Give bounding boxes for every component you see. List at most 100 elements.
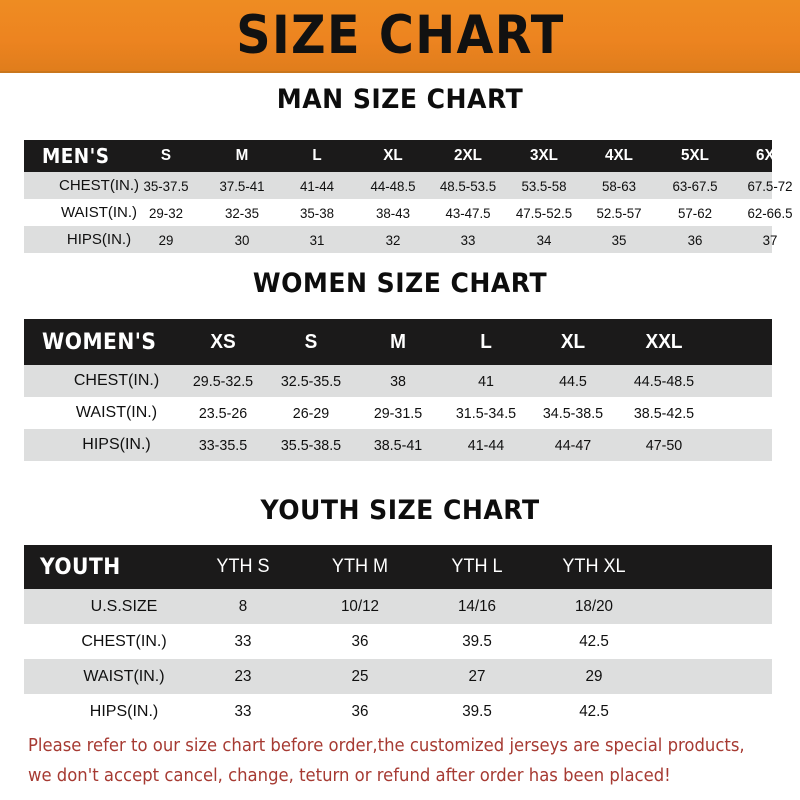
- table-cell: 41-44: [467, 436, 504, 454]
- table-cell: 31: [309, 231, 325, 248]
- men-column-header-3xl: 3XL: [529, 147, 558, 164]
- youth-column-header-yth-m: YTH M: [331, 556, 389, 577]
- order-disclaimer: Please refer to our size chart before or…: [28, 731, 745, 791]
- table-cell: 38: [390, 372, 406, 390]
- table-row: HIPS(IN.) 33 36 39.5 42.5: [24, 694, 772, 729]
- table-cell: 52.5-57: [596, 204, 642, 221]
- table-cell: 32-35: [224, 204, 259, 221]
- table-cell: 23: [234, 667, 252, 685]
- table-cell: 63-67.5: [671, 177, 718, 194]
- table-cell: 53.5-58: [520, 177, 567, 194]
- women-size-table: WOMEN'S XS S M L XL XXL CHEST(IN.) 29.5-32.5 32.5…: [24, 319, 772, 461]
- table-row: CHEST(IN.) 35-37.5 37.5-41 41-44 44-48.5 48.5…: [24, 172, 793, 199]
- table-cell: 42.5: [579, 632, 609, 650]
- youth-section-title: YOUTH SIZE CHART: [260, 495, 540, 526]
- table-cell: 29-32: [148, 204, 184, 221]
- table-cell: 34.5-38.5: [542, 404, 604, 422]
- table-cell: 33-35.5: [198, 436, 248, 454]
- men-table-corner-label: MEN'S: [42, 144, 110, 168]
- women-column-header-l: L: [479, 330, 492, 353]
- table-cell: 14/16: [457, 597, 497, 615]
- table-cell: 47.5-52.5: [515, 204, 572, 221]
- women-column-header-xl: XL: [560, 330, 586, 353]
- table-cell: 27: [468, 667, 486, 685]
- men-size-table: MEN'S S M L XL 2XL 3XL 4XL 5XL 6XL CHEST(IN.) 35-37…: [24, 140, 793, 253]
- table-cell: 42.5: [579, 702, 609, 720]
- table-row: WAIST(IN.) 29-32 32-35 35-38 38-43 43-47.5 47.…: [24, 199, 793, 226]
- women-row-label-waist-in-: WAIST(IN.): [75, 404, 158, 421]
- table-cell: 31.5-34.5: [455, 404, 516, 422]
- men-row-label-hips-in-: HIPS(IN.): [66, 231, 132, 248]
- table-cell: 37: [762, 231, 778, 248]
- women-column-header-xxl: XXL: [645, 330, 683, 353]
- table-cell: 35.5-38.5: [280, 436, 341, 454]
- table-cell: 29.5-32.5: [192, 372, 254, 390]
- table-cell: 38.5-41: [373, 436, 423, 454]
- table-cell: 33: [234, 702, 252, 720]
- table-cell: 18/20: [574, 597, 614, 615]
- order-disclaimer-line-1: Please refer to our size chart before or…: [28, 736, 745, 756]
- table-row: CHEST(IN.) 33 36 39.5 42.5: [24, 624, 772, 659]
- men-column-header-l: L: [312, 147, 322, 164]
- women-column-header-xs: XS: [210, 330, 236, 353]
- table-cell: 29: [585, 667, 603, 685]
- youth-row-label-chest-in-: CHEST(IN.): [81, 632, 167, 650]
- table-cell: 33: [234, 632, 252, 650]
- youth-column-header-yth-l: YTH L: [451, 556, 503, 577]
- table-cell: 44.5-48.5: [633, 372, 695, 390]
- table-cell: 39.5: [462, 632, 492, 650]
- table-cell: 47-50: [645, 436, 683, 454]
- women-column-header-m: M: [390, 330, 406, 353]
- table-row: U.S.SIZE 8 10/12 14/16 18/20: [24, 589, 772, 624]
- men-column-header-4xl: 4XL: [605, 147, 633, 164]
- table-cell: 38.5-42.5: [633, 404, 695, 422]
- table-cell: 26-29: [292, 404, 329, 422]
- table-cell: 48.5-53.5: [439, 177, 497, 194]
- youth-column-header-yth-xl: YTH XL: [562, 556, 626, 577]
- table-cell: 39.5: [462, 702, 492, 720]
- youth-size-table: YOUTH YTH S YTH M YTH L YTH XL U.S.SIZE 8 10/12…: [24, 545, 772, 729]
- women-section-title: WOMEN SIZE CHART: [252, 268, 548, 299]
- women-table-corner-label: WOMEN'S: [42, 329, 157, 355]
- table-cell: 32.5-35.5: [280, 372, 341, 390]
- table-cell: 37.5-41: [218, 177, 265, 194]
- table-cell: 34: [536, 231, 551, 248]
- table-cell: 44.5: [559, 372, 587, 390]
- table-cell: 41-44: [299, 177, 335, 194]
- men-column-header-6xl: 6XL: [756, 147, 784, 164]
- women-row-label-chest-in-: CHEST(IN.): [73, 372, 160, 389]
- table-cell: 29: [158, 231, 174, 248]
- table-cell: 43-47.5: [445, 204, 491, 221]
- youth-row-label-u-s-size: U.S.SIZE: [90, 597, 158, 615]
- table-row: HIPS(IN.) 29 30 31 32 33 34 35 36 37: [24, 226, 777, 253]
- table-cell: 29-31.5: [373, 404, 423, 422]
- table-cell: 62-66.5: [747, 204, 793, 221]
- youth-column-header-yth-s: YTH S: [216, 556, 270, 577]
- table-cell: 23.5-26: [198, 404, 248, 422]
- page-title: SIZE CHART: [235, 5, 565, 66]
- youth-table-header-row: YOUTH YTH S YTH M YTH L YTH XL: [24, 545, 772, 589]
- men-column-header-2xl: 2XL: [454, 147, 482, 164]
- table-cell: 30: [234, 231, 249, 248]
- table-cell: 10/12: [340, 597, 380, 615]
- men-column-header-m: M: [235, 147, 248, 164]
- youth-row-label-hips-in-: HIPS(IN.): [89, 702, 159, 720]
- table-cell: 35-37.5: [143, 177, 189, 194]
- man-section-title: MAN SIZE CHART: [276, 84, 524, 115]
- table-row: CHEST(IN.) 29.5-32.5 32.5-35.5 38 41 44.5 44.5…: [24, 365, 772, 397]
- table-cell: 25: [351, 667, 369, 685]
- table-cell: 57-62: [677, 204, 712, 221]
- table-cell: 36: [351, 632, 369, 650]
- table-cell: 58-63: [601, 177, 637, 194]
- table-cell: 44-47: [554, 436, 592, 454]
- table-row: HIPS(IN.) 33-35.5 35.5-38.5 38.5-41 41-44 44-…: [24, 429, 772, 461]
- table-cell: 67.5-72: [747, 177, 793, 194]
- men-row-label-chest-in-: CHEST(IN.): [59, 177, 139, 194]
- men-column-header-5xl: 5XL: [680, 147, 709, 164]
- table-cell: 35-38: [299, 204, 335, 221]
- men-row-label-waist-in-: WAIST(IN.): [60, 204, 138, 221]
- table-row: WAIST(IN.) 23 25 27 29: [24, 659, 772, 694]
- table-cell: 44-48.5: [369, 177, 416, 194]
- table-cell: 41: [477, 372, 494, 390]
